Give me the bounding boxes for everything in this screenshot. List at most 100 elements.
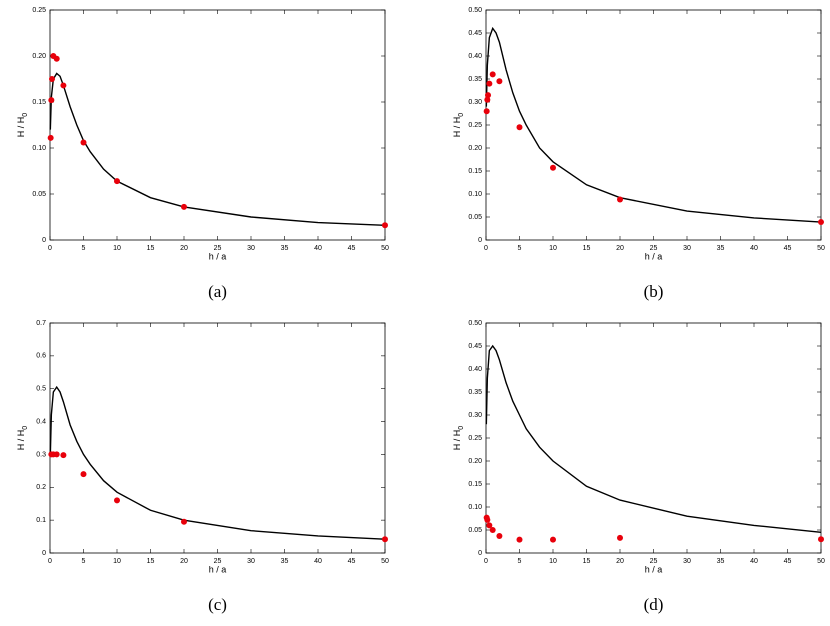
x-tick-label: 25 [650, 245, 658, 252]
data-point [80, 139, 87, 146]
y-tick-label: 0.4 [36, 418, 46, 425]
y-tick-label: 0.20 [32, 53, 46, 60]
data-point [496, 78, 503, 85]
data-point [48, 97, 55, 104]
y-tick-label: 0 [42, 237, 46, 244]
data-point [516, 124, 523, 131]
panel: 0 0.05 0.10 0.15 0.20 0.25 0.30 0.35 0.40 0.45 0.5… [452, 320, 825, 614]
y-axis-label-sub: 0 [22, 113, 29, 117]
y-tick-label: 0.7 [36, 320, 46, 327]
x-tick-label: 50 [817, 245, 825, 252]
x-tick-label: 50 [381, 558, 389, 565]
x-tick-label: 10 [113, 558, 121, 565]
y-tick-label: 0.3 [36, 451, 46, 458]
data-point [484, 96, 491, 103]
x-tick-label: 45 [348, 245, 356, 252]
y-tick-label: 0.05 [32, 191, 46, 198]
x-tick-label: 5 [518, 558, 522, 565]
data-point [818, 536, 824, 543]
x-tick-label: 30 [683, 558, 691, 565]
x-tick-label: 20 [616, 558, 624, 565]
x-tick-label: 35 [281, 558, 289, 565]
x-axis-label: h / a [209, 564, 227, 574]
y-tick-label: 0.10 [468, 191, 482, 198]
plot-frame [485, 322, 822, 554]
x-tick-label: 35 [717, 558, 725, 565]
data-point [53, 55, 60, 62]
x-tick-label: 45 [348, 558, 356, 565]
x-tick-label: 15 [147, 245, 155, 252]
panel: 0 0.1 0.2 0.3 0.4 0.5 0.6 0.7 0 5 10 15 20 25 30 35 40 45… [16, 320, 389, 614]
x-tick-label: 30 [247, 558, 255, 565]
data-point [49, 76, 56, 82]
y-axis-label-sub: 0 [22, 426, 29, 430]
x-tick-label: 35 [717, 245, 725, 252]
x-tick-label: 40 [314, 245, 322, 252]
y-axis-label: H / H0 [452, 113, 464, 138]
plot-frame [49, 322, 386, 554]
x-tick-label: 40 [750, 558, 758, 565]
x-tick-label: 35 [281, 245, 289, 252]
x-tick-label: 30 [247, 245, 255, 252]
y-tick-label: 0.05 [468, 214, 482, 221]
x-tick-label: 0 [484, 245, 488, 252]
y-tick-label: 0.35 [468, 389, 482, 396]
data-point [550, 164, 556, 171]
x-tick-label: 40 [314, 558, 322, 565]
x-tick-label: 15 [583, 245, 591, 252]
y-tick-label: 0.20 [468, 145, 482, 152]
y-tick-label: 0.30 [468, 412, 482, 419]
y-tick-label: 0 [478, 550, 482, 557]
x-tick-label: 0 [484, 558, 488, 565]
y-tick-label: 0.05 [468, 527, 482, 534]
data-point [60, 452, 67, 459]
x-tick-label: 0 [48, 245, 52, 252]
y-tick-label: 0.25 [468, 122, 482, 129]
caption: (c) [208, 595, 227, 614]
data-point [617, 534, 623, 541]
y-tick-label: 0.35 [468, 76, 482, 83]
data-point [485, 92, 492, 99]
data-point [483, 108, 490, 115]
y-axis-label-main: H / H [16, 430, 26, 451]
curve [49, 72, 386, 226]
y-axis-label-main: H / H [452, 117, 462, 138]
data-point [60, 82, 67, 89]
y-tick-label: 0.50 [468, 7, 482, 14]
x-tick-label: 50 [817, 558, 825, 565]
x-tick-label: 10 [113, 245, 121, 252]
data-point [80, 471, 87, 478]
y-axis-label-sub: 0 [458, 426, 465, 430]
x-tick-label: 45 [784, 245, 792, 252]
y-tick-label: 0.40 [468, 53, 482, 60]
caption: (b) [644, 282, 664, 301]
x-tick-label: 10 [549, 558, 557, 565]
caption: (a) [208, 282, 227, 301]
data-point [53, 451, 60, 458]
data-point [382, 222, 388, 229]
y-tick-label: 0.25 [32, 7, 46, 14]
x-tick-label: 20 [616, 245, 624, 252]
y-tick-label: 0.5 [36, 386, 46, 393]
data-point [486, 80, 493, 87]
data-point [181, 518, 187, 525]
data-point [114, 178, 120, 185]
y-tick-label: 0.25 [468, 435, 482, 442]
y-axis-label-main: H / H [452, 430, 462, 451]
x-tick-label: 5 [82, 558, 86, 565]
curve [485, 26, 822, 223]
y-tick-label: 0.10 [468, 504, 482, 511]
data-point [617, 196, 623, 203]
data-point [382, 536, 388, 543]
y-tick-label: 0.40 [468, 366, 482, 373]
data-point [114, 497, 120, 504]
y-axis-label-sub: 0 [458, 113, 465, 117]
x-tick-label: 10 [549, 245, 557, 252]
y-tick-label: 0.30 [468, 99, 482, 106]
data-point [516, 536, 523, 543]
x-axis-label: h / a [645, 564, 663, 574]
y-tick-label: 0.10 [32, 145, 46, 152]
caption: (d) [644, 595, 664, 614]
x-axis-label: h / a [645, 251, 663, 261]
y-tick-label: 0.2 [36, 484, 46, 491]
